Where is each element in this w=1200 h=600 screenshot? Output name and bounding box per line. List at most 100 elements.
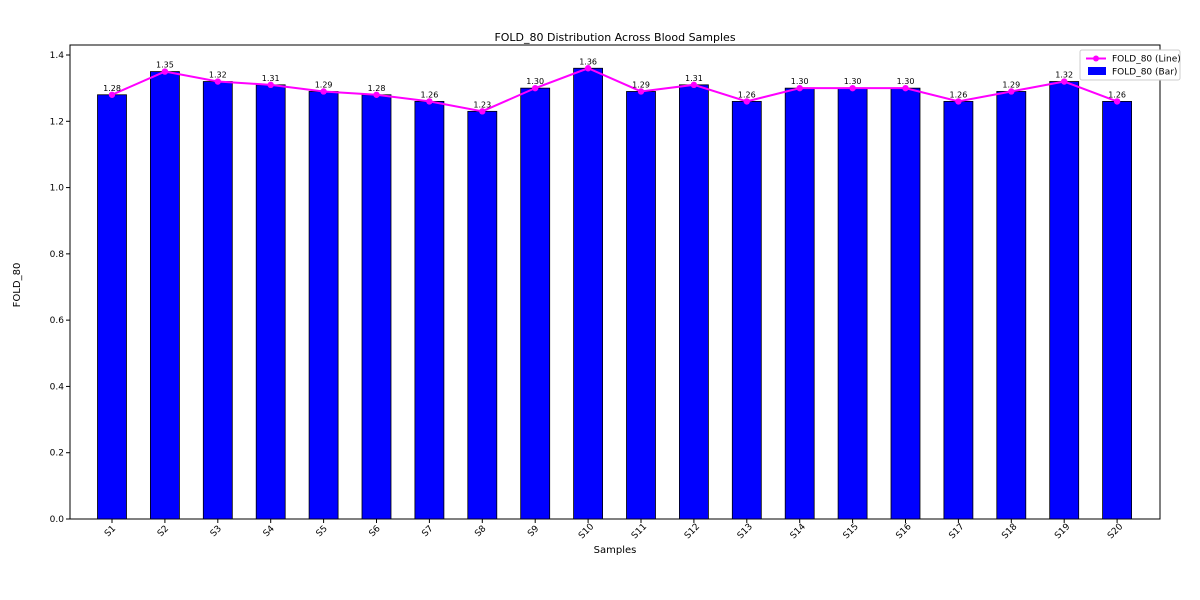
legend-line-marker: [1093, 55, 1099, 62]
bar-S10: [573, 67, 603, 520]
bar-S9: [520, 87, 551, 520]
bar-S12: [679, 84, 709, 520]
x-tick-label: S14: [789, 522, 808, 541]
line-point-S15: [849, 84, 856, 92]
y-tick-label: 1.2: [50, 117, 64, 127]
data-label-S5: 1.29: [315, 80, 333, 89]
bar-S3: [202, 81, 233, 520]
x-tick-label: S10: [577, 522, 596, 541]
line-point-S8: [479, 108, 486, 115]
y-tick-label: 1.4: [50, 51, 65, 61]
bar-S2: [149, 71, 180, 520]
bar-S13: [731, 101, 762, 520]
fold80-line: [111, 67, 1118, 113]
line-point-S20: [1113, 98, 1121, 105]
data-label-S13: 1.26: [738, 90, 756, 99]
x-tick-label: S6: [368, 524, 383, 539]
y-tick-label: 0.0: [50, 515, 65, 525]
line-point-S6: [373, 91, 380, 98]
y-tick-label: 0.8: [50, 250, 65, 260]
chart-title: FOLD_80 Distribution Across Blood Sample…: [494, 31, 735, 44]
x-tick-label: S18: [1000, 522, 1019, 541]
data-label-S19: 1.32: [1055, 71, 1073, 80]
line-point-S17: [955, 98, 962, 105]
bar-S5: [308, 91, 339, 520]
x-tick-label: S15: [842, 522, 861, 541]
bar-S18: [996, 91, 1027, 520]
plot-area: 0.0 0.2 0.4 0.6 0.8 1.0 1.2 1.4 1.28 1.35 1.32 1.31…: [50, 44, 1161, 541]
line-point-S3: [214, 78, 221, 85]
data-label-S20: 1.26: [1108, 90, 1126, 99]
legend-label-bar: FOLD_80 (Bar): [1112, 68, 1177, 78]
line-point-S16: [902, 84, 909, 92]
bar-S7: [414, 101, 445, 520]
line-point-S19: [1061, 78, 1068, 85]
line-point-S12: [690, 81, 698, 89]
data-label-S6: 1.28: [368, 84, 386, 93]
data-label-S1: 1.28: [103, 84, 121, 93]
data-label-S18: 1.29: [1002, 80, 1020, 89]
data-label-S9: 1.30: [526, 77, 544, 86]
x-tick-label: S2: [156, 524, 171, 539]
bar-S15: [837, 87, 868, 520]
bar-S16: [890, 87, 921, 520]
data-label-S11: 1.29: [632, 80, 650, 89]
data-label-S14: 1.30: [791, 77, 809, 86]
x-tick-label: S11: [630, 522, 649, 541]
data-label-S10: 1.36: [579, 57, 597, 66]
bar-S11: [626, 91, 656, 520]
legend-label-line: FOLD_80 (Line): [1112, 55, 1181, 65]
x-tick-label: S12: [683, 522, 702, 541]
x-tick-label: S3: [209, 524, 224, 539]
legend: FOLD_80 (Line) FOLD_80 (Bar): [1079, 49, 1181, 81]
data-label-S17: 1.26: [949, 90, 967, 99]
y-tick-label: 0.6: [50, 316, 65, 326]
line-point-S7: [426, 98, 433, 105]
bar-S19: [1049, 81, 1080, 520]
bar-S1: [97, 94, 127, 520]
line-point-S9: [532, 84, 539, 92]
y-axis-label: FOLD_80: [12, 263, 23, 308]
legend-bar-swatch: [1088, 67, 1106, 75]
data-label-S7: 1.26: [420, 90, 438, 99]
x-tick-label: S4: [262, 524, 277, 539]
line-point-S1: [108, 91, 116, 98]
data-label-S12: 1.31: [685, 74, 703, 83]
line-point-S5: [320, 88, 327, 95]
line-point-S4: [267, 81, 274, 89]
y-tick-label: 1.0: [50, 184, 65, 194]
x-axis-label: Samples: [594, 545, 637, 556]
plot-frame: [69, 44, 1161, 520]
x-tick-label: S5: [315, 524, 330, 539]
data-label-S3: 1.32: [209, 71, 227, 80]
x-tick-label: S13: [736, 522, 755, 541]
x-tick-label: S7: [420, 524, 435, 539]
data-label-S2: 1.35: [156, 61, 174, 70]
bar-S8: [467, 110, 498, 520]
line-point-S13: [743, 98, 750, 105]
data-label-S4: 1.31: [262, 74, 280, 83]
bar-S4: [255, 84, 286, 520]
bar-S17: [943, 101, 974, 520]
line-point-S14: [796, 84, 803, 92]
x-tick-label: S17: [947, 522, 966, 541]
data-label-S16: 1.30: [897, 77, 915, 86]
bar-S20: [1102, 101, 1132, 520]
bar-S14: [784, 87, 815, 520]
line-point-S2: [161, 68, 169, 75]
x-tick-label: S1: [103, 524, 118, 539]
line-point-S11: [637, 88, 645, 95]
x-tick-label: S8: [473, 524, 488, 539]
bar-S6: [361, 94, 392, 520]
x-tick-label: S9: [526, 524, 541, 539]
data-label-S15: 1.30: [844, 77, 862, 86]
x-tick-label: S19: [1053, 522, 1072, 541]
y-tick-label: 0.2: [50, 449, 64, 459]
x-tick-label: S16: [894, 522, 913, 541]
line-point-S18: [1008, 88, 1015, 95]
x-tick-label: S20: [1106, 522, 1125, 541]
line-point-S10: [584, 65, 592, 72]
y-tick-label: 0.4: [50, 382, 65, 392]
data-label-S8: 1.23: [473, 100, 491, 109]
